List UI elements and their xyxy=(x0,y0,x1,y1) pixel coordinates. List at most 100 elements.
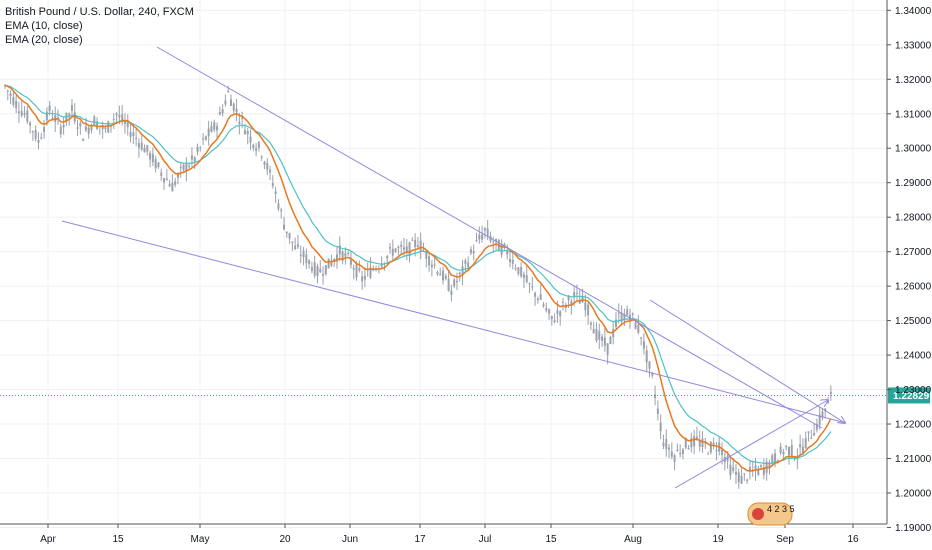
candle-body xyxy=(587,304,590,316)
candle-body xyxy=(37,139,40,143)
candle-body xyxy=(609,336,612,344)
candle-body xyxy=(246,130,249,135)
candle-body xyxy=(296,244,299,247)
candle-body xyxy=(626,309,629,316)
symbol-title[interactable]: British Pound / U.S. Dollar, 240, FXCM xyxy=(5,6,194,18)
candle-body xyxy=(511,259,514,264)
candle-body xyxy=(782,451,785,455)
x-tick-label: Jul xyxy=(479,534,492,545)
candle-body xyxy=(132,132,135,136)
candle-body xyxy=(603,337,606,346)
candle-body xyxy=(790,445,793,457)
event-badge[interactable]: 4 2 3 5 xyxy=(747,502,795,526)
candle-body xyxy=(779,446,782,454)
candle-body xyxy=(196,147,199,152)
last-price-tag[interactable] xyxy=(888,387,930,404)
candle-body xyxy=(503,243,506,247)
candle-body xyxy=(299,254,302,257)
candle-body xyxy=(79,123,82,127)
candle-body xyxy=(807,431,810,433)
candle-body xyxy=(801,446,804,453)
candle-body xyxy=(291,241,294,243)
ema20-legend[interactable]: EMA (20, close) xyxy=(5,34,83,46)
trendline[interactable] xyxy=(61,220,847,424)
candle-body xyxy=(715,449,718,451)
ema-layer xyxy=(4,84,832,472)
y-tick-label: 1.21000 xyxy=(895,454,932,465)
x-tick-label: Apr xyxy=(40,534,56,545)
candle-body xyxy=(90,126,93,131)
candle-body xyxy=(188,165,191,167)
candle-body xyxy=(589,322,592,325)
candle-body xyxy=(143,147,146,153)
candle-body xyxy=(534,292,537,297)
candle-body xyxy=(154,159,157,169)
time-axis[interactable]: Apr 15 May 20 Jun 17 Jul 15 Aug 19 Sep 16 xyxy=(0,523,887,545)
candle-body xyxy=(634,322,637,329)
candle-body xyxy=(575,292,578,294)
trendlines-layer[interactable] xyxy=(61,46,847,489)
candle-body xyxy=(135,137,138,139)
candle-body xyxy=(45,111,48,121)
candle-body xyxy=(249,136,252,143)
trendline[interactable] xyxy=(156,46,823,429)
x-tick-label: 16 xyxy=(847,534,859,545)
candle-body xyxy=(729,464,732,476)
candle-body xyxy=(140,142,143,150)
candle-body xyxy=(810,437,813,439)
candle-body xyxy=(640,337,643,339)
candle-body xyxy=(204,136,207,140)
candle-body xyxy=(294,245,297,250)
candle-body xyxy=(592,328,595,334)
candle-body xyxy=(316,266,319,276)
candle-body xyxy=(229,99,232,107)
candle-body xyxy=(556,310,559,314)
candle-body xyxy=(182,164,185,171)
trendline[interactable] xyxy=(674,400,828,489)
candle-body xyxy=(285,231,288,234)
y-tick-label: 1.25000 xyxy=(895,316,932,327)
ema10-legend[interactable]: EMA (10, close) xyxy=(5,20,83,32)
candle-body xyxy=(430,264,433,268)
x-tick-label: Jun xyxy=(342,534,358,545)
candle-body xyxy=(760,465,763,467)
candle-body xyxy=(659,422,662,432)
candle-body xyxy=(514,268,517,270)
candle-body xyxy=(762,467,765,475)
x-tick-label: 20 xyxy=(279,534,291,545)
badge-label: 4 2 3 5 xyxy=(767,504,795,514)
candle-body xyxy=(567,296,570,301)
y-tick-label: 1.24000 xyxy=(895,351,932,362)
y-tick-label: 1.30000 xyxy=(895,144,932,155)
candle-body xyxy=(93,116,96,126)
candle-body xyxy=(645,350,648,363)
candle-body xyxy=(475,240,478,242)
candle-body xyxy=(500,244,503,255)
candle-body xyxy=(402,247,405,250)
candle-body xyxy=(656,408,659,414)
candle-body xyxy=(84,126,87,131)
candle-body xyxy=(397,246,400,248)
y-tick-label: 1.34000 xyxy=(895,6,932,17)
candle-body xyxy=(9,93,12,97)
candle-body xyxy=(185,163,188,172)
y-tick-label: 1.22000 xyxy=(895,420,932,431)
x-tick-label: 17 xyxy=(414,534,426,545)
candle-body xyxy=(277,203,280,209)
candle-body xyxy=(51,117,54,119)
candle-body xyxy=(520,266,523,277)
x-tick-label: 15 xyxy=(545,534,557,545)
candle-body xyxy=(308,260,311,265)
candle-body xyxy=(467,262,470,267)
trendline[interactable] xyxy=(649,299,845,423)
candle-body xyxy=(305,254,308,264)
candle-body xyxy=(168,184,171,187)
x-tick-label: Aug xyxy=(624,534,642,545)
candle-body xyxy=(690,438,693,448)
price-axis[interactable]: 1.34000 1.33000 1.32000 1.31000 1.30000 1.290… xyxy=(886,0,932,534)
y-tick-label: 1.32000 xyxy=(895,75,932,86)
candle-body xyxy=(6,90,9,92)
candle-body xyxy=(12,96,15,105)
candle-body xyxy=(693,436,696,447)
